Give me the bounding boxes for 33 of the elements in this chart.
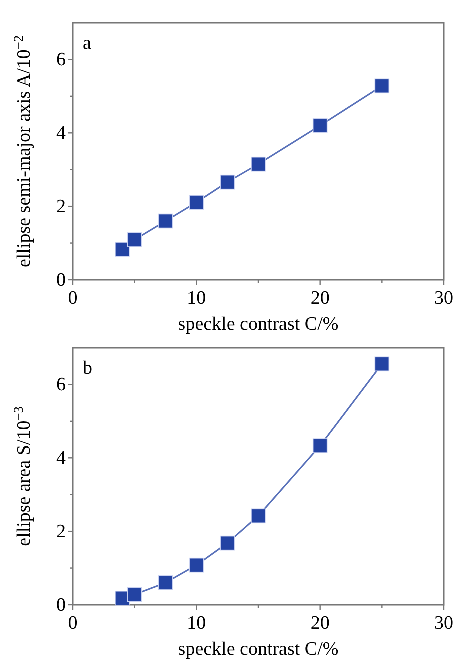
point xyxy=(127,587,142,602)
point xyxy=(220,536,235,551)
x-axis-title: speckle contrast C/% xyxy=(178,639,339,660)
y-tick-label: 4 xyxy=(56,123,66,144)
x-tick-label: 10 xyxy=(187,613,206,634)
point xyxy=(158,576,174,590)
point xyxy=(189,195,204,210)
y-tick-label: 6 xyxy=(56,374,66,396)
annotation: b xyxy=(83,358,92,379)
x-axis-title: speckle contrast C/% xyxy=(178,314,339,335)
point xyxy=(158,214,174,229)
y-tick-label: 0 xyxy=(56,595,66,616)
point xyxy=(189,558,204,573)
y-tick-label: 4 xyxy=(56,448,66,470)
point xyxy=(220,174,235,190)
x-tick-label: 10 xyxy=(187,288,206,309)
y-tick-label: 0 xyxy=(56,270,66,291)
point xyxy=(115,242,130,257)
x-tick-label: 20 xyxy=(310,288,330,309)
x-tick-label: 20 xyxy=(310,613,330,634)
point xyxy=(374,356,390,372)
annotation: a xyxy=(83,33,92,54)
point xyxy=(374,78,390,94)
point xyxy=(312,118,328,134)
point xyxy=(312,438,328,454)
y-tick-label: 2 xyxy=(56,522,66,543)
y-tick-label: 2 xyxy=(56,196,66,218)
x-tick-label: 30 xyxy=(434,288,454,309)
x-tick-label: 30 xyxy=(434,613,454,634)
y-tick-label: 6 xyxy=(56,50,66,71)
point xyxy=(251,156,266,172)
point xyxy=(251,508,266,524)
point xyxy=(127,232,142,248)
